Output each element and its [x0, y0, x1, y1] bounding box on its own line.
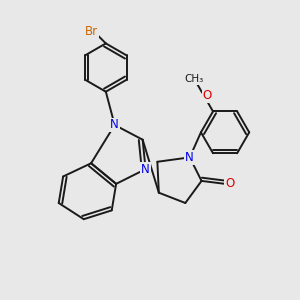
Text: O: O [225, 177, 234, 190]
Text: Br: Br [85, 25, 98, 38]
Text: N: N [110, 118, 119, 131]
Text: O: O [202, 89, 212, 102]
Text: CH₃: CH₃ [185, 74, 204, 84]
Text: N: N [141, 163, 150, 176]
Text: N: N [185, 151, 194, 164]
